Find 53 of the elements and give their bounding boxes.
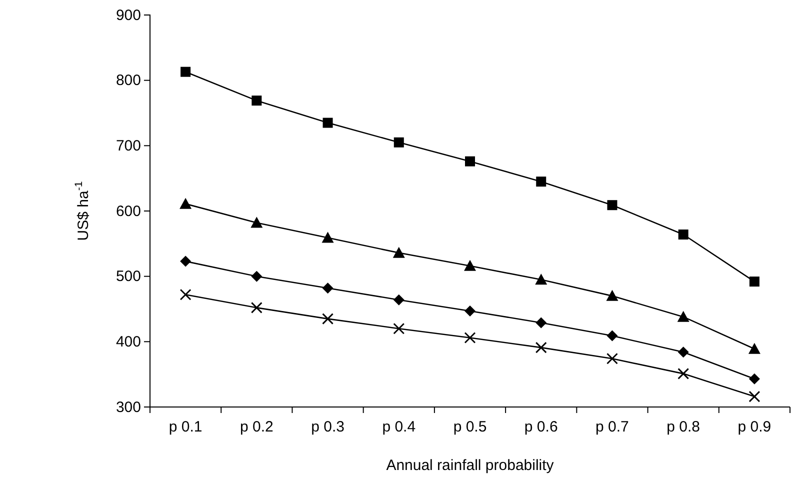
point bbox=[536, 176, 546, 187]
point bbox=[393, 322, 405, 334]
point bbox=[465, 156, 475, 166]
point bbox=[180, 66, 191, 77]
x-tick-label: p 0.7 bbox=[596, 418, 629, 436]
point bbox=[748, 390, 760, 402]
point bbox=[180, 198, 192, 209]
point bbox=[606, 290, 618, 301]
y-tick-label: 600 bbox=[116, 202, 141, 220]
y-tick-label: 900 bbox=[116, 6, 141, 24]
point bbox=[394, 137, 404, 148]
x-tick-label: p 0.5 bbox=[453, 418, 487, 436]
y-tick-label: 400 bbox=[116, 333, 141, 350]
point bbox=[678, 346, 689, 358]
point bbox=[606, 330, 618, 342]
y-tick-label: 300 bbox=[116, 398, 141, 416]
point bbox=[180, 288, 192, 300]
point bbox=[180, 256, 192, 267]
x-tick-label: p 0.8 bbox=[666, 418, 700, 436]
point bbox=[677, 310, 690, 322]
y-tick-label: 800 bbox=[116, 72, 141, 90]
point bbox=[749, 276, 760, 287]
x-tick-label: p 0.4 bbox=[382, 418, 416, 436]
point bbox=[322, 232, 334, 243]
point bbox=[250, 302, 262, 314]
point bbox=[250, 216, 263, 228]
x-axis-title: Annual rainfall probability bbox=[386, 457, 554, 474]
point bbox=[251, 270, 262, 282]
x-tick-label: p 0.6 bbox=[524, 418, 558, 436]
point bbox=[748, 373, 760, 384]
y-tick-label: 700 bbox=[116, 137, 141, 154]
point bbox=[748, 342, 760, 354]
x-tick-label: p 0.3 bbox=[311, 418, 344, 436]
point bbox=[678, 368, 690, 380]
point bbox=[252, 96, 262, 106]
point bbox=[322, 313, 334, 325]
x-tick-label: p 0.2 bbox=[240, 418, 274, 436]
point bbox=[322, 118, 333, 128]
point bbox=[535, 274, 548, 285]
point bbox=[536, 317, 547, 328]
x-tick-label: p 0.9 bbox=[738, 418, 772, 436]
y-tick-label: 500 bbox=[116, 268, 141, 286]
point bbox=[464, 305, 476, 316]
point bbox=[392, 246, 405, 258]
point bbox=[464, 332, 476, 344]
point bbox=[535, 342, 547, 354]
point bbox=[606, 352, 618, 364]
point bbox=[322, 282, 334, 294]
point bbox=[464, 260, 476, 271]
point bbox=[678, 230, 688, 240]
point bbox=[607, 200, 618, 210]
point bbox=[393, 294, 404, 306]
x-tick-label: p 0.1 bbox=[168, 418, 202, 436]
